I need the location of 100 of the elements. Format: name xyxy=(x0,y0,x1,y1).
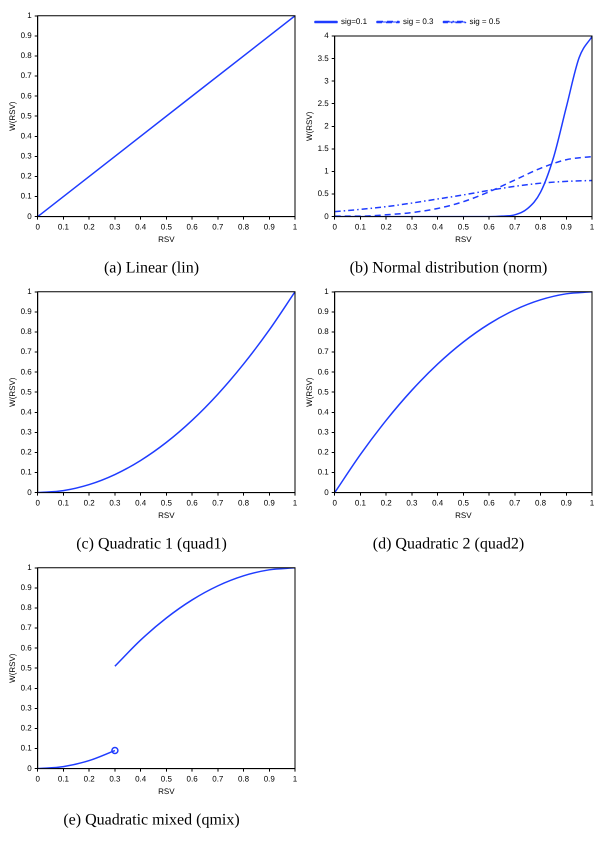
x-tick-label: 0.2 xyxy=(380,222,392,232)
x-tick-label: 0.2 xyxy=(84,222,96,232)
x-tick-label: 0.8 xyxy=(534,222,547,232)
x-tick-label: 0.3 xyxy=(109,222,122,232)
x-tick-label: 0.1 xyxy=(58,774,70,784)
x-tick-label: 0.8 xyxy=(238,222,250,232)
y-tick-label: 0.6 xyxy=(20,91,32,100)
y-tick-label: 0.5 xyxy=(318,387,330,396)
x-tick-label: 0.3 xyxy=(109,774,122,784)
x-tick-label: 0.6 xyxy=(186,222,198,232)
x-tick-label: 0.8 xyxy=(238,498,250,508)
x-tick-label: 0.8 xyxy=(238,774,250,784)
y-tick-label: 0.8 xyxy=(20,603,32,612)
y-tick-label: 0.8 xyxy=(20,51,32,60)
x-tick-label: 0.7 xyxy=(212,774,224,784)
x-tick-label: 0.5 xyxy=(160,222,172,232)
x-tick-label: 0.1 xyxy=(354,498,367,508)
y-tick-label: 1 xyxy=(27,11,32,20)
y-tick-label: 0.1 xyxy=(20,192,32,201)
x-tick-label: 0.4 xyxy=(135,498,147,508)
y-tick-label: 0 xyxy=(324,212,330,221)
x-tick-label: 0.3 xyxy=(109,498,122,508)
y-tick-label: 0.3 xyxy=(20,704,32,713)
x-tick-label: 0.1 xyxy=(58,222,70,232)
y-tick-label: 1 xyxy=(27,563,32,572)
y-tick-label: 0.5 xyxy=(20,111,32,120)
x-tick-label: 0.5 xyxy=(160,774,172,784)
y-tick-label: 1 xyxy=(27,287,32,296)
y-tick-label: 0.7 xyxy=(318,347,330,356)
y-tick-label: 0.3 xyxy=(20,428,32,437)
x-tick-label: 0.9 xyxy=(560,222,572,232)
y-tick-label: 0 xyxy=(324,488,330,497)
x-tick-label: 1 xyxy=(590,498,595,508)
x-tick-label: 0.7 xyxy=(509,222,521,232)
x-tick-label: 0.2 xyxy=(84,498,96,508)
y-tick-label: 4 xyxy=(324,31,330,40)
x-tick-label: 0.6 xyxy=(186,774,198,784)
line-series xyxy=(114,568,295,667)
y-tick-label: 0 xyxy=(27,764,32,773)
x-tick-label: 0.9 xyxy=(264,222,276,232)
y-tick-label: 0.3 xyxy=(20,152,32,161)
y-tick-label: 0.2 xyxy=(20,724,32,733)
y-tick-label: 0.4 xyxy=(318,407,330,416)
y-tick-label: 0.4 xyxy=(20,131,32,140)
y-tick-label: 0.7 xyxy=(20,71,32,80)
legend-label: sig = 0.5 xyxy=(469,17,500,26)
x-tick-label: 0.3 xyxy=(406,222,418,232)
x-tick-label: 0 xyxy=(35,774,40,784)
y-tick-label: 0 xyxy=(27,488,32,497)
x-tick-label: 0.9 xyxy=(264,774,276,784)
x-tick-label: 1 xyxy=(292,774,298,784)
x-tick-label: 0.6 xyxy=(484,222,496,232)
y-tick-label: 0.7 xyxy=(20,347,32,356)
y-axis-title: W(RSV) xyxy=(8,653,18,683)
y-tick-label: 0.5 xyxy=(20,387,32,396)
y-tick-label: 0.5 xyxy=(318,189,330,198)
x-tick-label: 0.5 xyxy=(458,498,470,508)
x-tick-label: 0.6 xyxy=(484,498,496,508)
x-axis-title: RSV xyxy=(158,511,176,520)
x-tick-label: 0.2 xyxy=(380,498,392,508)
legend-label: sig=0.1 xyxy=(341,17,368,26)
y-tick-label: 0.9 xyxy=(20,31,32,40)
y-tick-label: 1 xyxy=(324,287,330,296)
y-tick-label: 1.5 xyxy=(318,144,330,154)
y-tick-label: 0.8 xyxy=(318,327,330,336)
y-tick-label: 0.1 xyxy=(318,468,330,477)
y-tick-label: 0.4 xyxy=(20,683,32,692)
x-tick-label: 0.4 xyxy=(432,498,444,508)
y-tick-label: 0.6 xyxy=(20,643,32,652)
line-series xyxy=(38,292,295,493)
x-tick-label: 0.4 xyxy=(135,774,147,784)
y-tick-label: 0.3 xyxy=(318,428,330,437)
y-tick-label: 2.5 xyxy=(318,98,330,108)
x-tick-label: 0.9 xyxy=(560,498,572,508)
text: (b) Normal distribution (norm) xyxy=(350,260,548,277)
y-tick-label: 0.1 xyxy=(20,468,32,477)
x-tick-label: 0.5 xyxy=(458,222,470,232)
text: (d) Quadratic 2 (quad2) xyxy=(372,536,524,553)
text: (e) Quadratic mixed (qmix) xyxy=(63,812,240,829)
x-tick-label: 0.7 xyxy=(212,222,224,232)
y-tick-label: 0.6 xyxy=(20,367,32,376)
y-tick-label: 0.8 xyxy=(20,327,32,336)
y-tick-label: 0.9 xyxy=(20,583,32,592)
y-tick-label: 3.5 xyxy=(318,54,330,63)
x-axis-title: RSV xyxy=(455,511,472,520)
y-tick-label: 0.7 xyxy=(20,623,32,632)
x-tick-label: 0.4 xyxy=(432,222,444,232)
y-tick-label: 3 xyxy=(324,76,330,86)
y-tick-label: 0.9 xyxy=(20,307,32,316)
x-tick-label: 0 xyxy=(332,222,338,232)
y-tick-label: 0.2 xyxy=(318,448,330,457)
x-tick-label: 0.5 xyxy=(160,498,172,508)
x-tick-label: 0.7 xyxy=(212,498,224,508)
x-tick-label: 0.6 xyxy=(186,498,198,508)
y-tick-label: 0.5 xyxy=(20,663,32,672)
x-tick-label: 1 xyxy=(292,498,298,508)
x-tick-label: 0.8 xyxy=(534,498,547,508)
y-tick-label: 0.1 xyxy=(20,744,32,753)
y-axis-title: W(RSV) xyxy=(8,377,18,407)
y-tick-label: 0.6 xyxy=(318,367,330,376)
